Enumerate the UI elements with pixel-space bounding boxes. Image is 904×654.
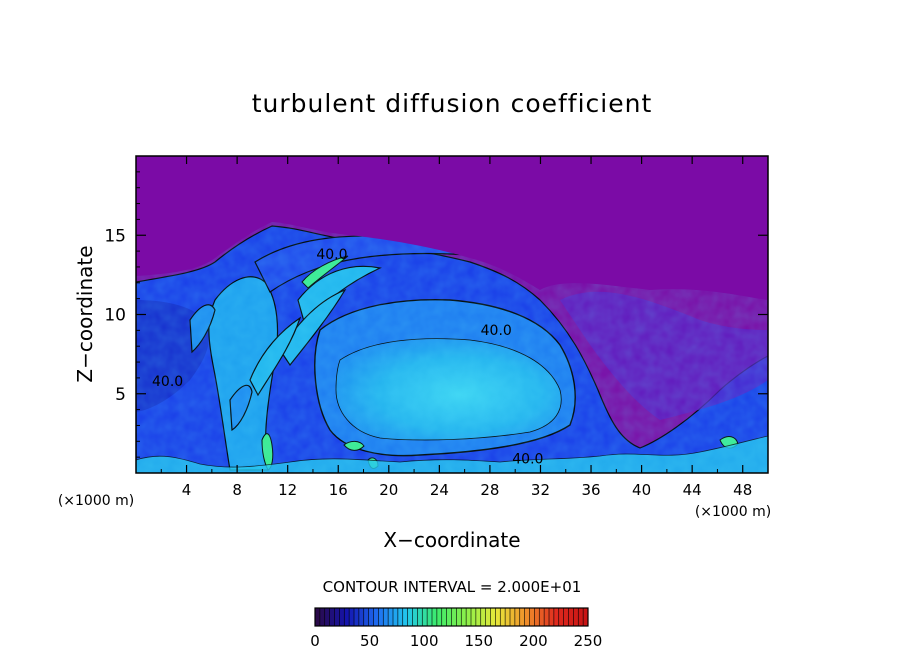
colorbar-tick-label: 200 (519, 632, 548, 650)
colorbar-cell (583, 608, 589, 626)
colorbar-cell (461, 608, 467, 626)
x-unit-left: (×1000 m) (58, 493, 134, 509)
colorbar-cell (524, 608, 530, 626)
colorbar (314, 607, 589, 627)
y-axis-label: Z−coordinate (73, 245, 97, 382)
colorbar-cell (344, 608, 350, 626)
x-tick-label: 8 (232, 481, 242, 499)
colorbar-cell (475, 608, 482, 626)
colorbar-cell (505, 608, 511, 626)
x-tick-label: 4 (182, 481, 192, 499)
colorbar-cell (436, 608, 443, 626)
contour-interval-text: CONTOUR INTERVAL = 2.000E+01 (323, 578, 582, 596)
x-tick-label: 32 (531, 481, 550, 499)
colorbar-cell (578, 608, 584, 626)
colorbar-cell (422, 608, 428, 626)
x-axis: 4 8 12 16 20 24 28 32 36 40 44 48 (160, 156, 752, 499)
colorbar-cell (397, 608, 404, 626)
colorbar-cell (368, 608, 374, 626)
colorbar-cell (500, 608, 506, 626)
colorbar-cell (412, 608, 418, 626)
colorbar-cell (539, 608, 545, 626)
colorbar-cell (490, 608, 496, 626)
colorbar-cell (378, 608, 384, 626)
colorbar-cell (553, 608, 560, 626)
colorbar-cell (495, 608, 501, 626)
colorbar-cell (563, 608, 569, 626)
y-tick-label: 15 (104, 226, 126, 246)
colorbar-cell (456, 608, 462, 626)
colorbar-cell (534, 608, 540, 626)
colorbar-cell (334, 608, 340, 626)
colorbar-cell (573, 608, 579, 626)
x-tick-label: 24 (430, 481, 449, 499)
colorbar-tick-label: 0 (310, 632, 320, 650)
colorbar-cell (383, 608, 389, 626)
colorbar-frame (314, 607, 589, 627)
colorbar-cell (373, 608, 379, 626)
colorbar-cell (329, 608, 335, 626)
contour-label: 40.0 (152, 374, 183, 390)
colorbar-cell (388, 608, 394, 626)
x-unit-right: (×1000 m) (695, 504, 771, 520)
contour-labels: 40.0 40.0 40.0 40.0 (152, 247, 543, 467)
colorbar-tick-label: 50 (360, 632, 379, 650)
x-tick-label: 20 (379, 481, 398, 499)
colorbar-cell (510, 608, 516, 626)
colorbar-cell (315, 608, 321, 626)
colorbar-cell (485, 608, 491, 626)
x-tick-label: 40 (632, 481, 651, 499)
x-tick-label: 28 (480, 481, 499, 499)
contour-label: 40.0 (316, 247, 347, 263)
colorbar-cell (446, 608, 452, 626)
colorbar-cell (402, 608, 408, 626)
y-tick-label: 10 (104, 306, 126, 326)
x-tick-label: 12 (278, 481, 297, 499)
colorbar-cell (407, 608, 413, 626)
x-tick-label: 16 (329, 481, 348, 499)
colorbar-tick-label: 150 (464, 632, 493, 650)
colorbar-cell (319, 608, 326, 626)
colorbar-cell (558, 608, 564, 626)
colorbar-cell (514, 608, 521, 626)
colorbar-cell (427, 608, 433, 626)
colorbar-cell (441, 608, 447, 626)
colorbar-cell (354, 608, 360, 626)
colorbar-cell (363, 608, 369, 626)
colorbar-cell (544, 608, 550, 626)
colorbar-ticks: 0 50 100 150 200 250 (310, 632, 602, 650)
x-tick-label: 48 (733, 481, 752, 499)
upper-background-mask (136, 156, 768, 300)
colorbar-cell (471, 608, 477, 626)
colorbar-cell (480, 608, 486, 626)
colorbar-cell (417, 608, 423, 626)
x-axis-label: X−coordinate (383, 528, 520, 552)
colorbar-cell (324, 608, 330, 626)
colorbar-cell (432, 608, 438, 626)
colorbar-cell (549, 608, 555, 626)
chart-title: turbulent diffusion coefficient (252, 89, 653, 118)
colorbar-cell (466, 608, 472, 626)
colorbar-tick-label: 100 (410, 632, 439, 650)
y-tick-label: 5 (115, 385, 126, 405)
x-tick-label: 44 (683, 481, 702, 499)
contour-label: 40.0 (512, 451, 543, 467)
colorbar-cell (451, 608, 457, 626)
colorbar-cell (568, 608, 574, 626)
colorbar-cell (519, 608, 525, 626)
plot-area: 40.0 40.0 40.0 40.0 (136, 156, 768, 473)
colorbar-cell (393, 608, 399, 626)
x-tick-label: 36 (581, 481, 600, 499)
colorbar-tick-label: 250 (574, 632, 603, 650)
y-axis: 5 10 15 (104, 171, 768, 458)
colorbar-cell (529, 608, 535, 626)
contour-label: 40.0 (481, 323, 512, 339)
colorbar-cell (339, 608, 345, 626)
colorbar-cell (349, 608, 355, 626)
colorbar-cell (358, 608, 365, 626)
